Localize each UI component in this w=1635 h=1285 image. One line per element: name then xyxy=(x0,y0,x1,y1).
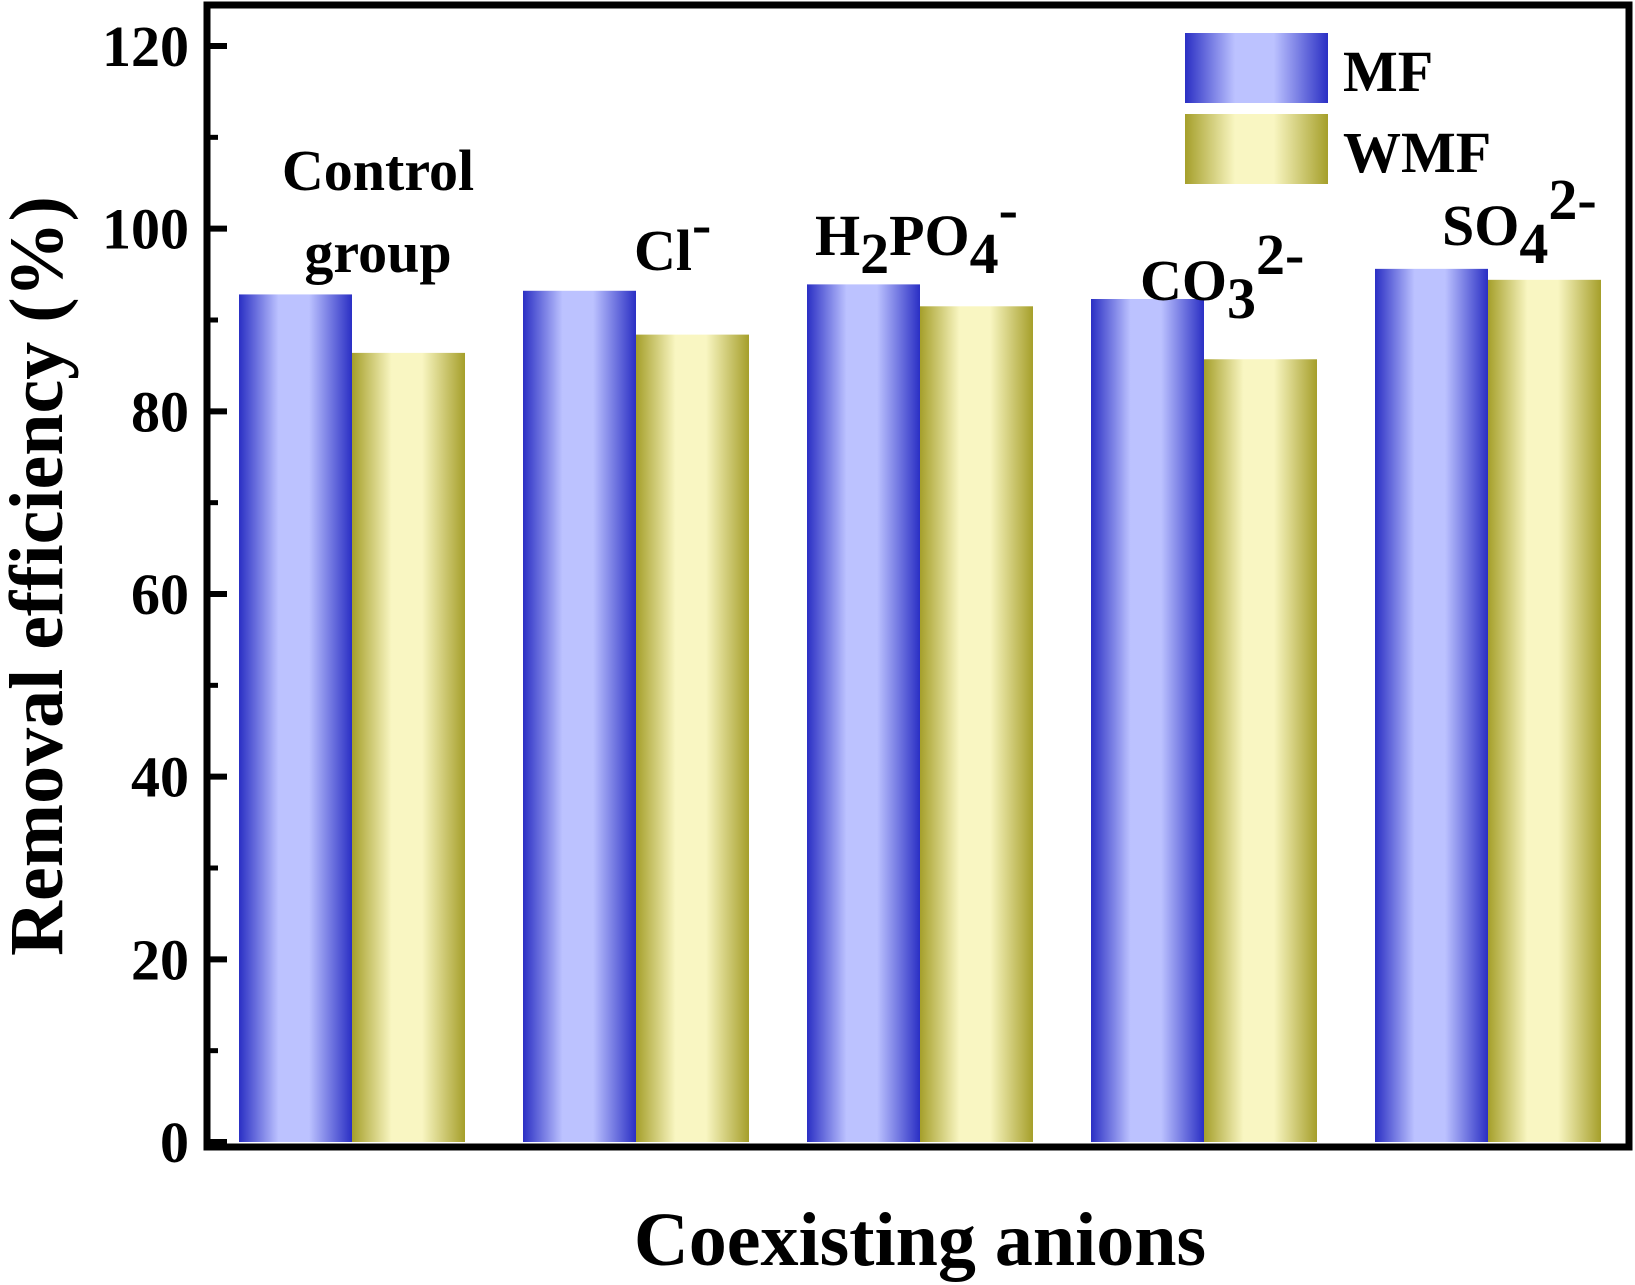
bar-mf-0 xyxy=(239,294,352,1143)
category-label: Cl- xyxy=(634,192,711,283)
bar-mf-2 xyxy=(807,284,920,1142)
y-tick-label: 100 xyxy=(102,197,189,262)
category-label: CO32- xyxy=(1140,222,1304,331)
bar-mf-4 xyxy=(1375,268,1488,1142)
legend-label-mf: MF xyxy=(1343,39,1433,104)
bar-wmf-4 xyxy=(1488,279,1601,1142)
y-tick-label: 20 xyxy=(131,927,189,992)
category-label: H2PO4- xyxy=(815,177,1018,286)
y-tick-label: 60 xyxy=(131,562,189,627)
category-label: group xyxy=(304,220,451,285)
bar-mf-3 xyxy=(1091,298,1204,1142)
bar-wmf-1 xyxy=(636,334,749,1142)
y-tick-label: 120 xyxy=(102,14,189,79)
y-tick-label: 0 xyxy=(160,1110,189,1175)
legend: MF WMF xyxy=(1185,33,1491,185)
y-axis-title: Removal efficiency (%) xyxy=(0,196,79,956)
bar-wmf-0 xyxy=(352,352,465,1142)
y-tick-label: 40 xyxy=(131,745,189,810)
plot-frame xyxy=(203,1,1633,1151)
category-label: Control xyxy=(282,138,474,203)
category-labels: Control group Cl- H2PO4- CO32- SO42- xyxy=(282,138,1597,331)
y-axis-ticks: 0 20 40 60 80 100 120 xyxy=(102,14,227,1175)
legend-swatch-wmf xyxy=(1185,114,1328,184)
legend-swatch-mf xyxy=(1185,33,1328,103)
bars-layer xyxy=(239,268,1601,1143)
bar-wmf-2 xyxy=(920,306,1033,1142)
bar-wmf-3 xyxy=(1204,359,1317,1143)
bar-mf-1 xyxy=(523,290,636,1143)
x-axis-title: Coexisting anions xyxy=(634,1198,1206,1282)
legend-label-wmf: WMF xyxy=(1343,120,1491,185)
y-tick-label: 80 xyxy=(131,379,189,444)
category-label: SO42- xyxy=(1442,167,1597,276)
